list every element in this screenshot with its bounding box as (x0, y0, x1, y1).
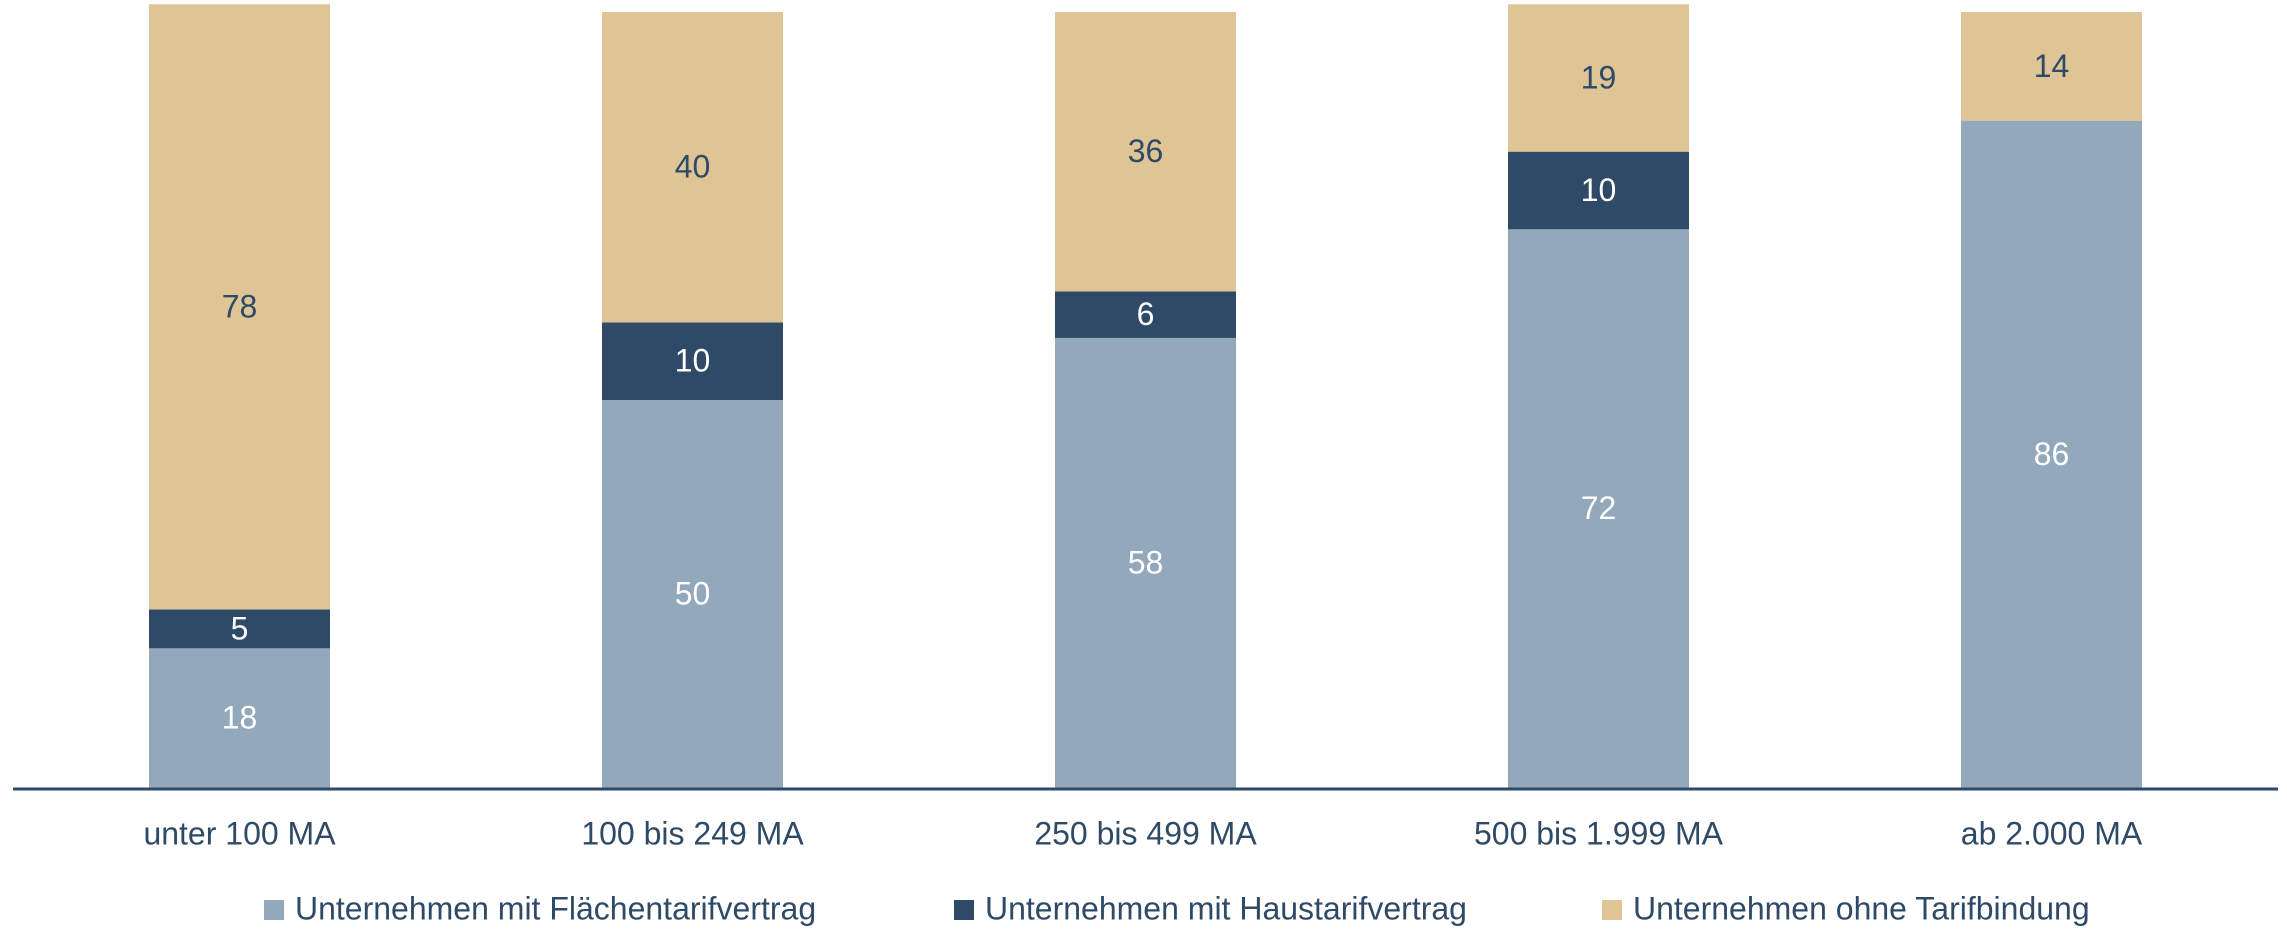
bar-segment (1508, 4, 1689, 152)
data-label: 19 (1581, 59, 1617, 95)
bar-segment (1055, 12, 1236, 292)
data-label: 10 (1581, 172, 1617, 208)
x-tick-label: 100 bis 249 MA (581, 815, 804, 851)
data-label: 18 (222, 700, 258, 736)
legend-swatch (1602, 900, 1622, 920)
x-tick-label: 250 bis 499 MA (1034, 815, 1257, 851)
x-tick-label: 500 bis 1.999 MA (1474, 815, 1724, 851)
bar-segment (1508, 229, 1689, 788)
bar-segment (602, 12, 783, 323)
data-label: 5 (231, 610, 249, 646)
legend-swatch (264, 900, 284, 920)
data-label: 40 (675, 149, 711, 185)
bar-segment (1055, 337, 1236, 788)
bar-segment (602, 400, 783, 788)
data-label: 10 (675, 343, 711, 379)
data-label: 58 (1128, 544, 1164, 580)
data-label: 86 (2034, 436, 2070, 472)
data-label: 78 (222, 288, 258, 324)
data-label: 36 (1128, 133, 1164, 169)
data-label: 72 (1581, 490, 1617, 526)
bar-segment (149, 609, 330, 649)
bar-segment (602, 322, 783, 400)
bar-segment (1508, 151, 1689, 230)
bar-segment (149, 648, 330, 788)
bar-segment (1961, 12, 2142, 121)
data-label: 6 (1137, 296, 1155, 332)
legend-label: Unternehmen mit Haustarifvertrag (985, 890, 1467, 926)
legend-label: Unternehmen ohne Tarifbindung (1633, 890, 2090, 926)
bar-segment (149, 4, 330, 610)
bar-segment (1961, 120, 2142, 788)
data-label: 50 (675, 575, 711, 611)
legend-label: Unternehmen mit Flächentarifvertrag (295, 890, 816, 926)
bar-segment (1055, 291, 1236, 338)
x-tick-label: unter 100 MA (143, 815, 336, 851)
legend-swatch (954, 900, 974, 920)
data-label: 14 (2034, 48, 2070, 84)
x-tick-label: ab 2.000 MA (1961, 815, 2143, 851)
